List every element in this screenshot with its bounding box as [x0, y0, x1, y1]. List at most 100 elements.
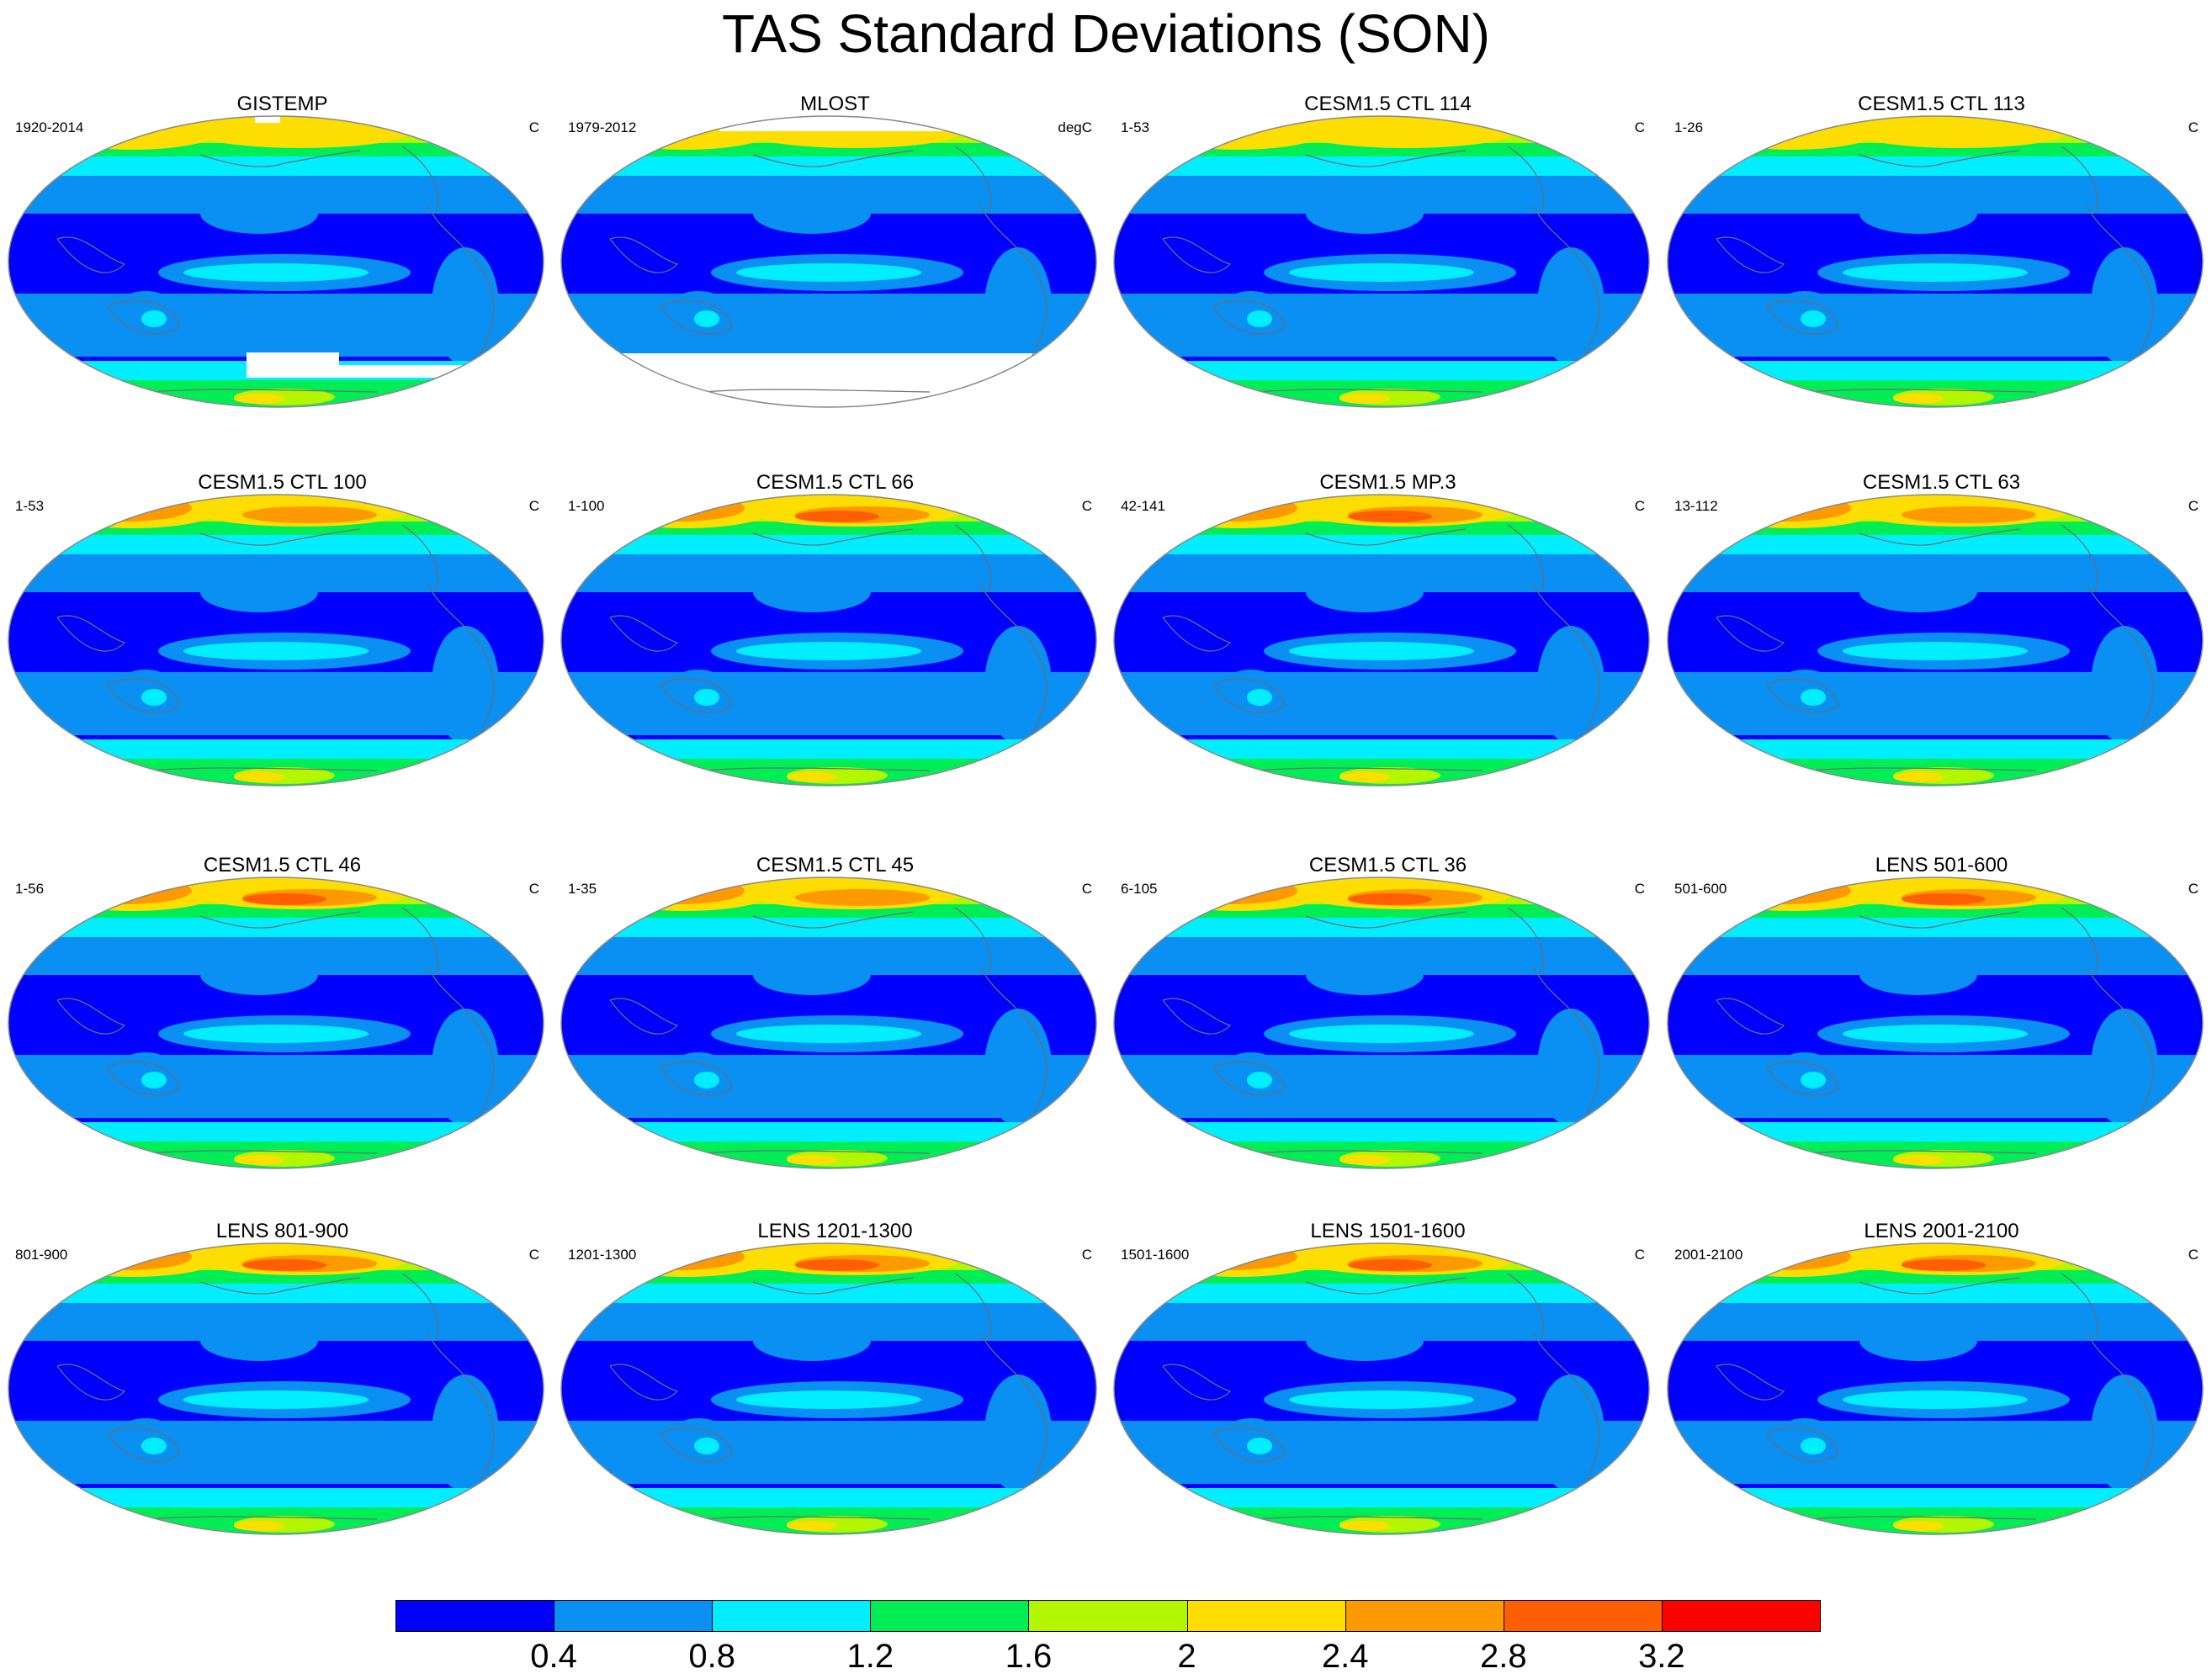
field-canada-red [242, 893, 326, 905]
field-americas [1537, 247, 1605, 365]
map-canvas [1113, 1242, 1650, 1535]
map-panel: CESM1.5 CTL 45 1-35 C [560, 854, 1111, 1224]
field-siberia-red [53, 1245, 120, 1260]
map-outline [1667, 877, 2204, 1169]
panel-units: C [1634, 498, 1645, 514]
map-canvas [560, 877, 1097, 1169]
field-siberia-orange [1716, 495, 1851, 522]
panel-units: C [1081, 498, 1092, 514]
field-canada-red [1348, 1259, 1432, 1271]
panel-units: C [528, 881, 539, 897]
panel-title: CESM1.5 CTL 114 [1304, 93, 1472, 115]
field-tropical-core [736, 1390, 921, 1409]
map-outline [1667, 494, 2204, 787]
colorbar-label: 2.4 [1321, 1638, 1369, 1675]
map-canvas [1667, 1242, 2204, 1535]
panel-period: 801-900 [15, 1247, 68, 1263]
field-north-pacific [1859, 193, 1977, 234]
field-tropical-core [1289, 642, 1474, 660]
field-americas [1537, 626, 1605, 744]
colorbar-label: 2.8 [1479, 1638, 1527, 1675]
field-australia-core [694, 310, 719, 327]
field-north-pacific [1306, 955, 1424, 995]
panel-period: 1-53 [1121, 119, 1150, 135]
map-panel: MLOST 1979-2012 degC [560, 93, 1111, 463]
panel-period: 1201-1300 [568, 1247, 637, 1263]
panel-title: CESM1.5 CTL 63 [1862, 471, 2021, 494]
missing-data-north [255, 116, 280, 123]
colorbar-box [554, 1600, 713, 1632]
field-canada-orange [795, 889, 930, 906]
panel-title: GISTEMP [236, 93, 328, 115]
field-antarctic-yellow [1893, 1155, 1944, 1165]
missing-data-south [561, 353, 1096, 407]
field-north-pacific [200, 193, 318, 234]
field-siberia-orange [1163, 877, 1297, 904]
field-canada-red [1348, 893, 1432, 905]
panel-units: C [2188, 1247, 2199, 1263]
map-field [1114, 116, 1649, 407]
field-canada-yellow [1851, 116, 2070, 148]
colorbar-label: 1.2 [846, 1638, 894, 1675]
panel-title: LENS 501-600 [1875, 854, 2008, 877]
map-panel: CESM1.5 MP.3 42-141 C [1112, 471, 1663, 841]
field-greenland-red [1516, 498, 1550, 518]
colorbar-label: 1.6 [1005, 1638, 1053, 1675]
panel-title: CESM1.5 CTL 66 [756, 471, 915, 494]
panel-title: CESM1.5 CTL 36 [1308, 854, 1467, 877]
field-antarctic-yellow [1893, 772, 1944, 782]
field-greenland-red [411, 881, 444, 901]
field-antarctic-yellow [1339, 772, 1390, 782]
field-australia-core [141, 1438, 167, 1454]
colorbar-box [395, 1600, 555, 1632]
field-americas [2091, 247, 2158, 365]
panel-period: 1920-2014 [15, 119, 84, 135]
map-outline [8, 1242, 544, 1535]
panel-period: 1-100 [568, 498, 605, 514]
field-antarctic-yellow [1893, 1521, 1944, 1531]
map-panel: LENS 1501-1600 1501-1600 C [1112, 1220, 1663, 1590]
panel-period: 1501-1600 [1121, 1247, 1190, 1263]
field-greenland-red [2070, 881, 2103, 901]
colorbar [395, 1600, 1821, 1634]
field-greenland-red [1516, 1247, 1550, 1267]
map-panel: CESM1.5 CTL 36 6-105 C [1112, 854, 1663, 1224]
field-australia-core [1247, 310, 1272, 327]
colorbar-box [1186, 1600, 1346, 1632]
panel-units: C [1081, 1247, 1092, 1263]
field-greenland-red [2070, 1247, 2103, 1267]
panel-units: degC [1058, 119, 1092, 135]
panel-units: C [1081, 881, 1092, 897]
panel-title: LENS 1201-1300 [757, 1220, 913, 1242]
field-canada-red [1902, 1259, 1986, 1271]
panel-units: C [1634, 1247, 1645, 1263]
field-north-pacific [1306, 1321, 1424, 1361]
field-australia-core [694, 1072, 719, 1088]
colorbar-box [870, 1600, 1030, 1632]
panel-title: CESM1.5 CTL 45 [756, 854, 915, 877]
panel-title: MLOST [800, 93, 870, 115]
field-north-pacific [753, 1321, 871, 1361]
panel-units: C [2188, 119, 2199, 135]
field-americas [1537, 1009, 1605, 1126]
missing-data-south [247, 352, 339, 378]
field-antarctic-yellow [234, 772, 284, 782]
field-antarctic-yellow [1339, 394, 1390, 404]
map-outline [560, 494, 1097, 787]
field-antarctic-yellow [1339, 1521, 1390, 1531]
field-americas [984, 1009, 1052, 1126]
field-canada-yellow [1297, 116, 1516, 148]
field-north-pacific [1859, 955, 1977, 995]
field-australia-core [1247, 1072, 1272, 1088]
colorbar-label: 0.8 [688, 1638, 736, 1675]
field-canada-red [1348, 511, 1432, 522]
panel-units: C [2188, 881, 2199, 897]
field-canada-red [795, 511, 879, 522]
field-tropical-core [1289, 1025, 1474, 1043]
map-canvas [560, 1242, 1097, 1535]
field-siberia-orange [1163, 1243, 1297, 1270]
coastlines [56, 1273, 495, 1523]
field-siberia-orange [610, 495, 745, 522]
field-north-pacific [753, 193, 871, 234]
field-siberia-red [53, 879, 120, 894]
